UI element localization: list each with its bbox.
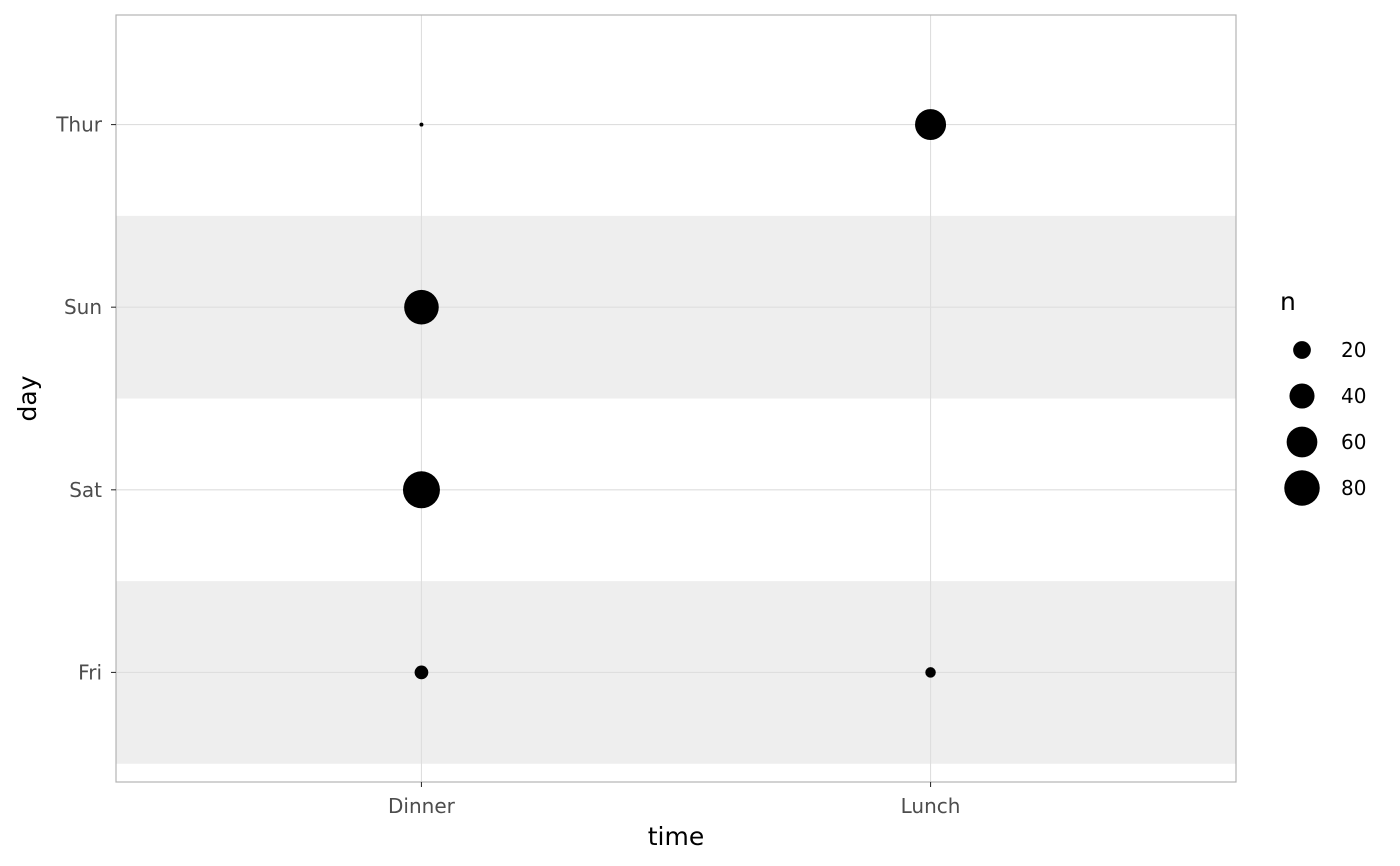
y-tick-label-sat: Sat xyxy=(69,478,102,502)
legend-title: n xyxy=(1280,287,1296,316)
legend-items: 20 40 60 80 xyxy=(1284,338,1366,506)
y-tick-label-thur: Thur xyxy=(55,113,103,137)
legend-key-80 xyxy=(1284,470,1320,506)
x-tick-labels: Dinner Lunch xyxy=(388,794,960,818)
grid-lines xyxy=(116,15,1236,782)
legend-label-20: 20 xyxy=(1341,338,1366,362)
y-axis-title: day xyxy=(13,375,42,421)
point-lunch-thur xyxy=(915,109,947,141)
y-tick-label-fri: Fri xyxy=(78,660,102,684)
legend-key-60 xyxy=(1286,426,1318,458)
y-tick-labels: Fri Sat Sun Thur xyxy=(55,113,103,685)
axis-ticks xyxy=(111,124,932,787)
point-dinner-fri xyxy=(414,665,429,680)
point-dinner-thur xyxy=(419,122,424,127)
x-tick-label-dinner: Dinner xyxy=(388,794,456,818)
data-points xyxy=(402,109,947,680)
x-tick-label-lunch: Lunch xyxy=(901,794,961,818)
point-dinner-sat xyxy=(402,471,440,509)
panel-border xyxy=(115,14,1237,783)
legend-key-40 xyxy=(1289,383,1315,409)
point-dinner-sun xyxy=(404,289,439,325)
y-tick-label-sun: Sun xyxy=(64,295,102,319)
legend-label-60: 60 xyxy=(1341,430,1366,454)
size-legend: n 20 40 60 80 xyxy=(1280,287,1366,506)
legend-label-80: 80 xyxy=(1341,476,1366,500)
point-lunch-fri xyxy=(925,667,936,678)
legend-label-40: 40 xyxy=(1341,384,1366,408)
legend-key-20 xyxy=(1293,341,1311,359)
x-axis-title: time xyxy=(648,822,704,851)
